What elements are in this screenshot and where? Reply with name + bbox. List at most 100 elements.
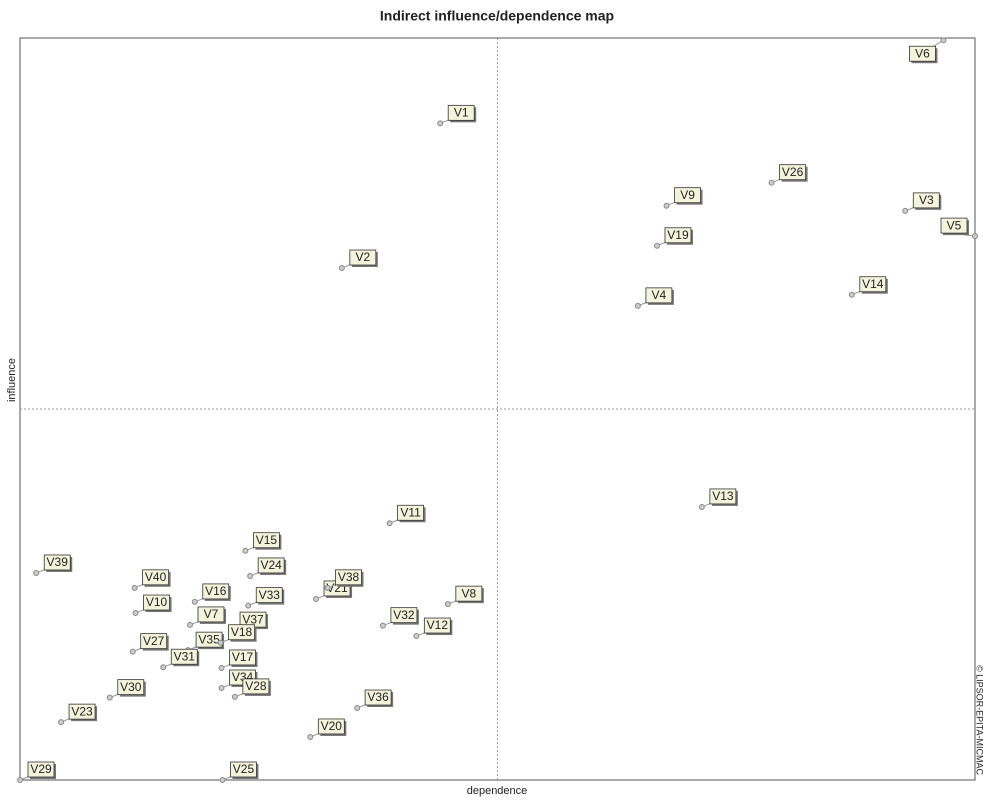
label-box [779,164,806,181]
point [219,777,226,783]
point [902,207,909,214]
label-box [455,585,483,602]
point [940,37,947,44]
point [444,601,451,608]
point [17,777,23,783]
point-label: V33 [259,588,281,602]
point-label: V11 [400,505,421,519]
point-label: V18 [231,625,253,639]
point-label: V14 [862,277,884,291]
point-label: V28 [245,679,267,693]
point [972,233,978,240]
point-label: V3 [919,193,934,207]
point-label: V1 [454,106,469,120]
label-box [242,678,270,695]
point-label: V29 [30,762,52,776]
point [698,503,705,510]
label-box [252,532,280,549]
point [848,291,855,298]
point [413,633,420,640]
label-box [364,689,392,706]
point [218,664,225,671]
label-box [709,488,737,505]
point-label: V6 [915,46,930,60]
label-box [674,187,701,204]
point [217,639,224,646]
point-label: V31 [174,649,196,663]
label-box [859,276,887,293]
point-label: V32 [393,608,415,622]
point [354,705,361,712]
label-box [909,45,936,62]
point [106,694,113,701]
point-label: V17 [232,650,254,664]
label-box [447,104,475,121]
x-axis-label: dependence [467,785,528,797]
label-box [423,617,451,634]
point-label: V13 [712,489,734,503]
point [245,602,252,609]
point [218,684,225,691]
label-box [27,761,55,778]
label-box [255,587,283,604]
point [58,719,65,726]
point-label: V26 [782,165,804,179]
label-box [195,631,223,648]
label-box [143,594,170,611]
point-label: V24 [260,558,282,572]
point-label: V36 [367,690,389,704]
point-label: V25 [233,762,255,776]
point-label: V4 [652,288,667,302]
point-label: V16 [205,584,227,598]
label-box [940,217,968,234]
point [160,664,167,671]
label-box [117,679,145,696]
point [231,693,238,700]
label-box [140,633,168,650]
point [634,302,641,309]
point-label: V2 [355,250,370,264]
point-label: V7 [204,607,219,621]
point [242,547,249,554]
credit: © LIPSOR-EPITA-MICMAC [975,665,983,775]
point-label: V40 [145,570,167,584]
point [129,648,136,655]
label-box [912,192,940,209]
label-box [228,624,255,641]
point-label: V12 [427,618,449,632]
point-label: V27 [143,634,165,648]
point [313,595,320,602]
point-label: V38 [338,570,360,584]
point-label: V20 [321,719,343,733]
label-box [68,703,96,720]
point [307,733,314,740]
label-box [257,557,285,574]
point-label: V10 [146,595,168,609]
label-box [142,569,170,586]
point [186,621,193,628]
label-box [230,761,257,778]
label-box [202,583,230,600]
label-box [43,554,71,571]
point-label: V9 [680,188,695,202]
label-box [197,606,225,623]
point [191,598,198,605]
label-box [229,649,256,666]
label-box [397,504,424,521]
label-box [664,227,692,244]
point [653,242,660,249]
point [437,120,444,127]
y-axis-label: influence [6,358,18,402]
label-box [645,287,673,304]
point-label: V23 [71,704,93,718]
point [132,610,139,617]
point [768,179,775,186]
label-box [390,607,418,624]
point [338,265,345,272]
point [379,622,386,629]
point-label: V8 [461,586,476,600]
chart-title: Indirect influence/dependence map [380,8,614,24]
label-box [170,648,198,665]
point-label: V39 [47,555,69,569]
